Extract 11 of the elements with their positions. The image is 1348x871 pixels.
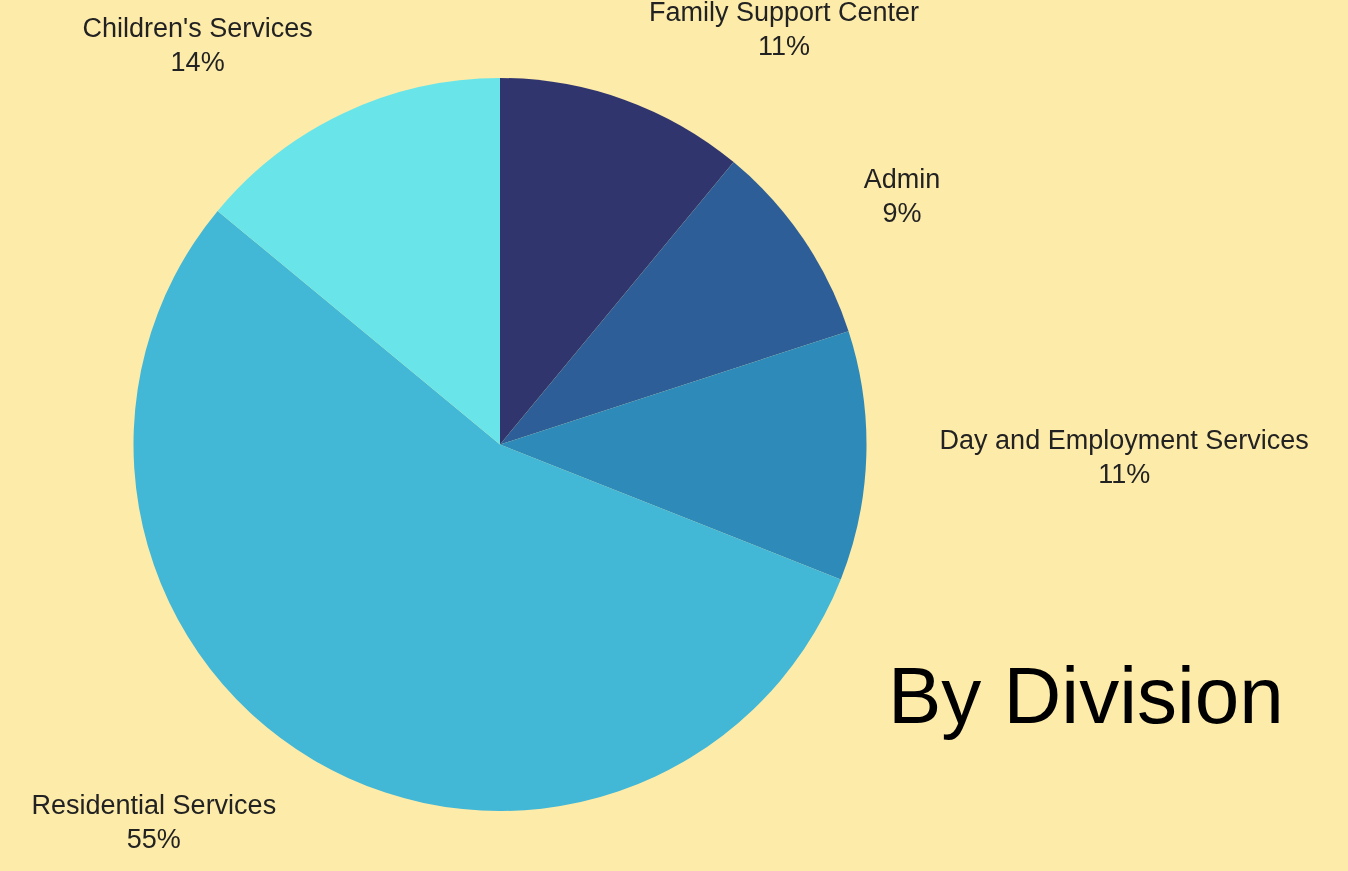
data-label: 55% (126, 823, 181, 854)
data-label: 14% (170, 47, 225, 78)
slice-label: Day and Employment Services (939, 424, 1309, 455)
text: By Division (888, 650, 1284, 742)
slice-label: Children's Services (82, 13, 313, 44)
data-label: 11% (758, 31, 811, 62)
slice-label: Admin (863, 163, 941, 194)
data-label: 11% (1098, 458, 1151, 489)
slice-label: Residential Services (31, 789, 277, 820)
data-label: 9% (882, 197, 922, 228)
slice-label: Family Support Center (648, 0, 920, 28)
